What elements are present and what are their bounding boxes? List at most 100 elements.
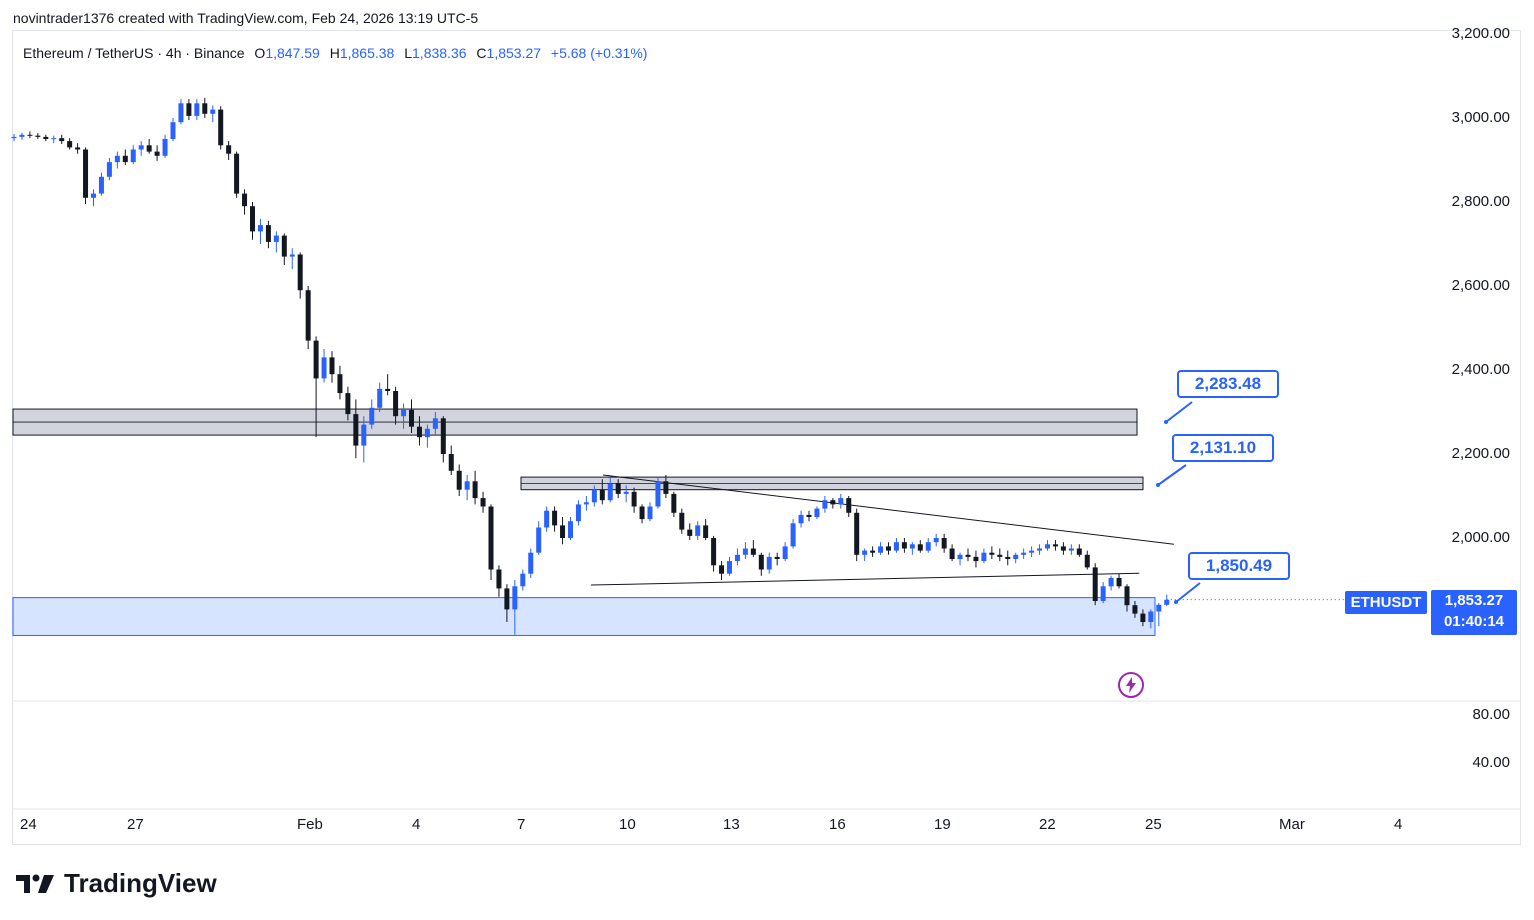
candle-body [742,548,748,555]
time-axis-label: 27 [127,816,144,833]
candle-body [623,491,629,494]
candle-body [734,554,740,562]
candle-body [1148,611,1154,622]
candle-body [1045,544,1050,549]
candle-body [973,556,979,562]
callout-anchor-1 [1156,483,1160,487]
candle-body [663,481,669,494]
candle-13 [114,151,120,169]
candle-body [583,502,589,505]
candle-body [504,588,510,610]
candle-140 [1124,584,1130,612]
candle-body [901,542,907,549]
candle-body [909,544,915,549]
candle-body [369,407,375,425]
candle-body [591,489,597,503]
candle-142 [1140,609,1146,627]
candle-body [122,155,128,163]
candle-94 [758,552,764,576]
lightning-icon[interactable] [1117,671,1145,699]
candle-body [790,523,796,547]
brand-name: TradingView [64,868,217,898]
candle-body [19,134,25,137]
candle-104 [838,493,844,509]
candle-72 [583,496,589,511]
candle-77 [623,485,629,503]
candle-body [703,525,709,538]
candle-body [297,254,303,291]
candle-14 [122,149,128,166]
candle-body [424,428,430,438]
price-callout-middle[interactable]: 2,131.10 [1172,434,1274,462]
tradingview-logo-icon [16,874,54,893]
candle-56 [456,464,462,496]
candle-body [321,357,327,379]
candle-body [933,538,939,543]
candle-69 [560,517,566,545]
time-axis-label: 10 [619,816,636,833]
candle-body [893,542,899,551]
candle-117 [941,533,947,553]
candle-body [337,374,343,394]
price-axis-label: 3,200.00 [1451,25,1510,42]
candle-91 [734,548,740,566]
candle-121 [973,550,979,568]
candle-body [401,409,407,417]
candle-78 [631,487,637,513]
price-callout-lower[interactable]: 1,850.49 [1188,552,1290,580]
candle-body [488,506,494,570]
candle-body [257,225,263,232]
price-callout-upper[interactable]: 2,283.48 [1177,370,1279,398]
candle-126 [1013,552,1019,564]
candle-85 [687,523,693,541]
candle-body [798,514,804,524]
candle-body [917,544,923,551]
candle-83 [671,491,677,517]
candle-body [496,569,502,589]
candle-body [11,136,17,139]
last-price-tag[interactable]: 1,853.27 01:40:14 [1431,590,1517,635]
candle-body [432,418,438,429]
candle-67 [544,506,550,532]
trendline-1 [590,572,1140,586]
high-value: 1,865.38 [339,45,395,61]
chart-frame [12,30,1521,845]
candle-body [854,512,860,555]
candle-body [719,565,725,574]
candle-body [1100,586,1106,601]
candle-body [472,481,478,499]
symbol-name[interactable]: Ethereum / TetherUS · 4h · Binance [23,45,245,61]
candle-body [35,135,41,137]
candle-body [1029,550,1035,553]
candle-63 [512,580,518,635]
brand[interactable]: TradingView [16,868,217,899]
candle-68 [552,506,558,532]
candle-118 [949,544,955,562]
candle-body [464,481,470,490]
candle-131 [1052,540,1058,551]
price-axis-label: 2,800.00 [1451,193,1510,210]
candle-body [822,500,828,509]
symbol-legend[interactable]: Ethereum / TetherUS · 4h · Binance O1,84… [23,45,647,61]
candle-body [1076,548,1082,555]
candle-body [830,500,836,505]
candle-51 [416,416,422,446]
candle-0 [11,133,17,142]
candle-body [448,454,454,471]
candle-body [1140,613,1146,622]
price-zones [12,408,1156,636]
ticker-tag[interactable]: ETHUSDT [1345,591,1427,614]
change-value: +5.68 (+0.31%) [550,45,648,61]
candle-143 [1148,609,1154,629]
candle-body [1156,604,1162,612]
candle-60 [488,504,494,580]
candle-106 [854,508,860,562]
oscillator-axis-label: 80.00 [1472,706,1510,723]
chart-credit: novintrader1376 created with TradingView… [13,10,479,26]
candle-113 [909,542,915,555]
candle-41 [337,365,343,400]
candle-body [766,556,772,570]
candle-body [361,424,367,446]
candle-body [178,103,184,123]
